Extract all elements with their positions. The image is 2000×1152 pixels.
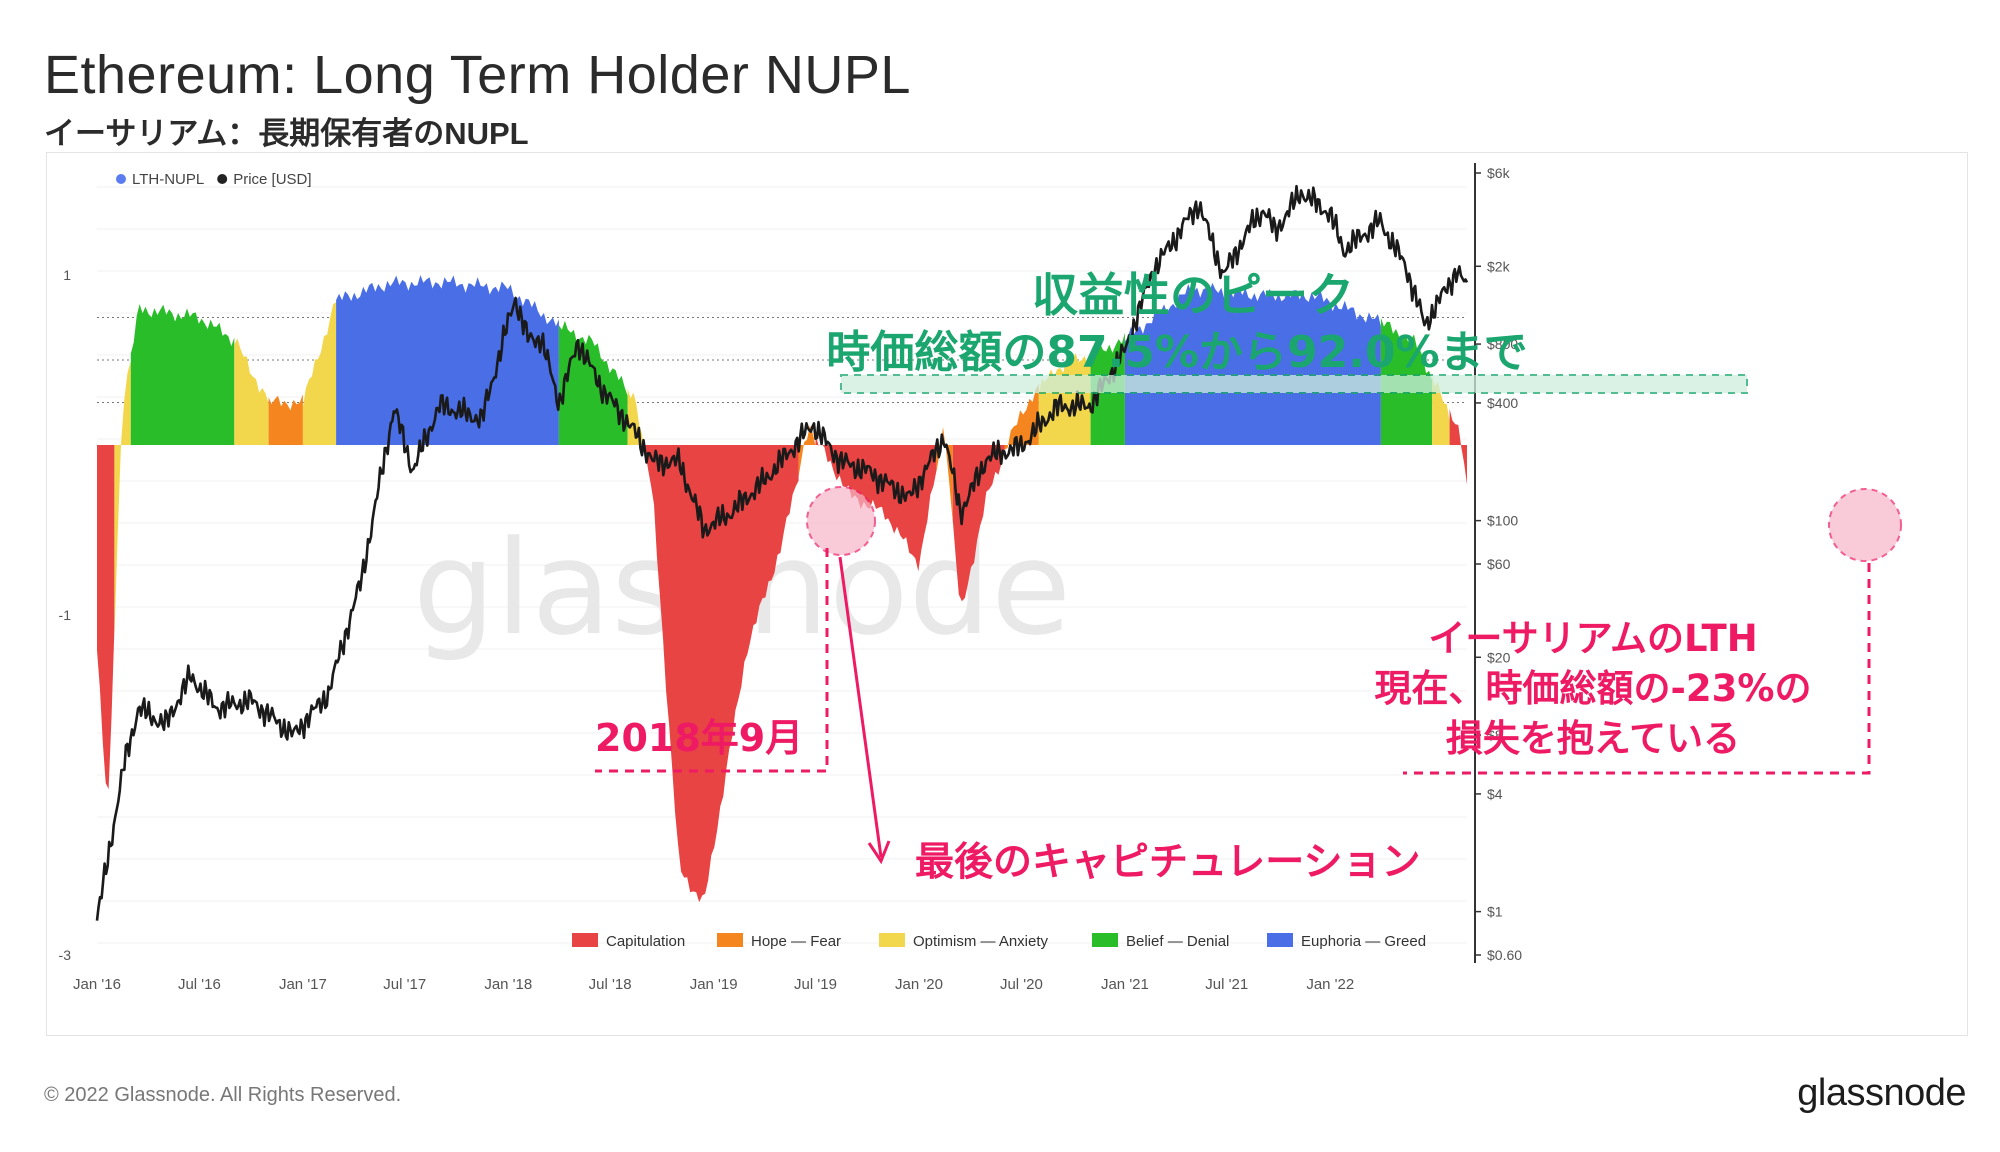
current-loss-line3: 損失を抱えている [1446, 717, 1740, 760]
last-capitulation-label: 最後のキャピチュレーション [915, 840, 1420, 885]
legend-label: Hope — Fear [751, 933, 841, 950]
legend-swatch [1267, 933, 1293, 947]
chart-panel: glassnode$6k$2k$800$400$100$60$20$8$4$1$… [46, 152, 1968, 1036]
peak-highlight-box [840, 374, 1748, 394]
left-axis-label: -1 [59, 607, 72, 623]
current-loss-marker [1828, 488, 1902, 562]
nupl-area-optimism-anxiety [114, 361, 131, 636]
current-loss-guide [1403, 563, 1871, 775]
right-axis-label: $4 [1487, 786, 1503, 802]
nupl-chart: glassnode$6k$2k$800$400$100$60$20$8$4$1$… [59, 163, 1902, 993]
nupl-area-capitulation [952, 445, 1005, 602]
right-axis-label: $800 [1487, 336, 1518, 352]
x-axis-label: Jan '21 [1101, 976, 1149, 993]
right-axis-label: $6k [1487, 165, 1511, 181]
legend-dot [116, 174, 126, 184]
nupl-area-hope-fear [268, 394, 303, 445]
right-axis-label: $400 [1487, 395, 1518, 411]
right-axis-label: $100 [1487, 513, 1518, 529]
peak-annotation-detail: 時価総額の87.5%から92.0%まで [826, 327, 1527, 378]
peak-annotation-title: 収益性のピーク [1032, 268, 1354, 322]
nupl-area-capitulation [97, 445, 115, 790]
nupl-area-capitulation [1449, 409, 1467, 485]
x-axis-label: Jul '18 [589, 976, 632, 993]
x-axis-label: Jul '17 [383, 976, 426, 993]
right-axis-label: $20 [1487, 649, 1511, 665]
copyright: © 2022 Glassnode. All Rights Reserved. [44, 1084, 402, 1106]
legend-label: Optimism — Anxiety [913, 933, 1049, 950]
page-title: Ethereum: Long Term Holder NUPL [44, 45, 911, 105]
legend-swatch [572, 933, 598, 947]
nupl-area-optimism-anxiety [1432, 376, 1450, 445]
nupl-area-capitulation [815, 433, 937, 572]
x-axis-label: Jan '20 [895, 976, 943, 993]
x-axis-label: Jul '20 [1000, 976, 1043, 993]
x-axis-label: Jan '17 [279, 976, 327, 993]
right-axis-label: $2k [1487, 258, 1511, 274]
nupl-area-capitulation [645, 445, 799, 903]
right-axis-label: $0.60 [1487, 947, 1522, 963]
legend-label: Price [USD] [233, 171, 311, 188]
nupl-area-hope-fear [936, 427, 953, 523]
price-line [95, 184, 1469, 921]
legend-label: LTH-NUPL [132, 171, 204, 188]
nupl-area-hope-fear [798, 425, 816, 477]
x-axis-label: Jan '18 [484, 976, 532, 993]
current-loss-line2: 現在、時価総額の-23%の [1375, 667, 1812, 710]
page-subtitle: イーサリアム：長期保有者のNUPL [44, 116, 529, 151]
capitulation-arrow-head [867, 840, 891, 865]
nupl-area-optimism-anxiety [234, 338, 269, 445]
nupl-area-optimism-anxiety [302, 302, 337, 445]
left-axis-label: -3 [59, 947, 72, 963]
right-axis-label: $8 [1487, 727, 1503, 743]
right-axis-label: $60 [1487, 556, 1511, 572]
nupl-area-belief-denial [130, 304, 235, 445]
nupl-area-hope-fear [1004, 383, 1039, 450]
legend-dot [217, 174, 228, 184]
x-axis-label: Jan '19 [690, 976, 738, 993]
x-axis-label: Jul '16 [178, 976, 221, 993]
nupl-area-belief-denial [558, 320, 628, 445]
right-axis-label: $1 [1487, 904, 1503, 920]
nupl-area-euphoria-greed [336, 275, 559, 445]
capitulation-arrow-line [838, 556, 883, 858]
legend-label: Euphoria — Greed [1301, 933, 1426, 950]
legend-swatch [1092, 933, 1118, 947]
left-axis-label: 1 [63, 267, 71, 283]
x-axis-label: Jul '19 [794, 976, 837, 993]
x-axis-label: Jan '22 [1306, 976, 1354, 993]
sept-2018-label: 2018年9月 [595, 716, 803, 760]
sept-2018-marker [806, 486, 876, 556]
legend-swatch [879, 933, 905, 947]
x-axis-label: Jul '21 [1205, 976, 1248, 993]
brand-logo: glassnode [1797, 1072, 1966, 1114]
legend-label: Capitulation [606, 933, 685, 950]
nupl-area-euphoria-greed [1124, 282, 1381, 445]
legend-label: Belief — Denial [1126, 933, 1229, 950]
legend-swatch [717, 933, 743, 947]
current-loss-line1: イーサリアムのLTH [1428, 617, 1757, 660]
x-axis-label: Jan '16 [73, 976, 121, 993]
